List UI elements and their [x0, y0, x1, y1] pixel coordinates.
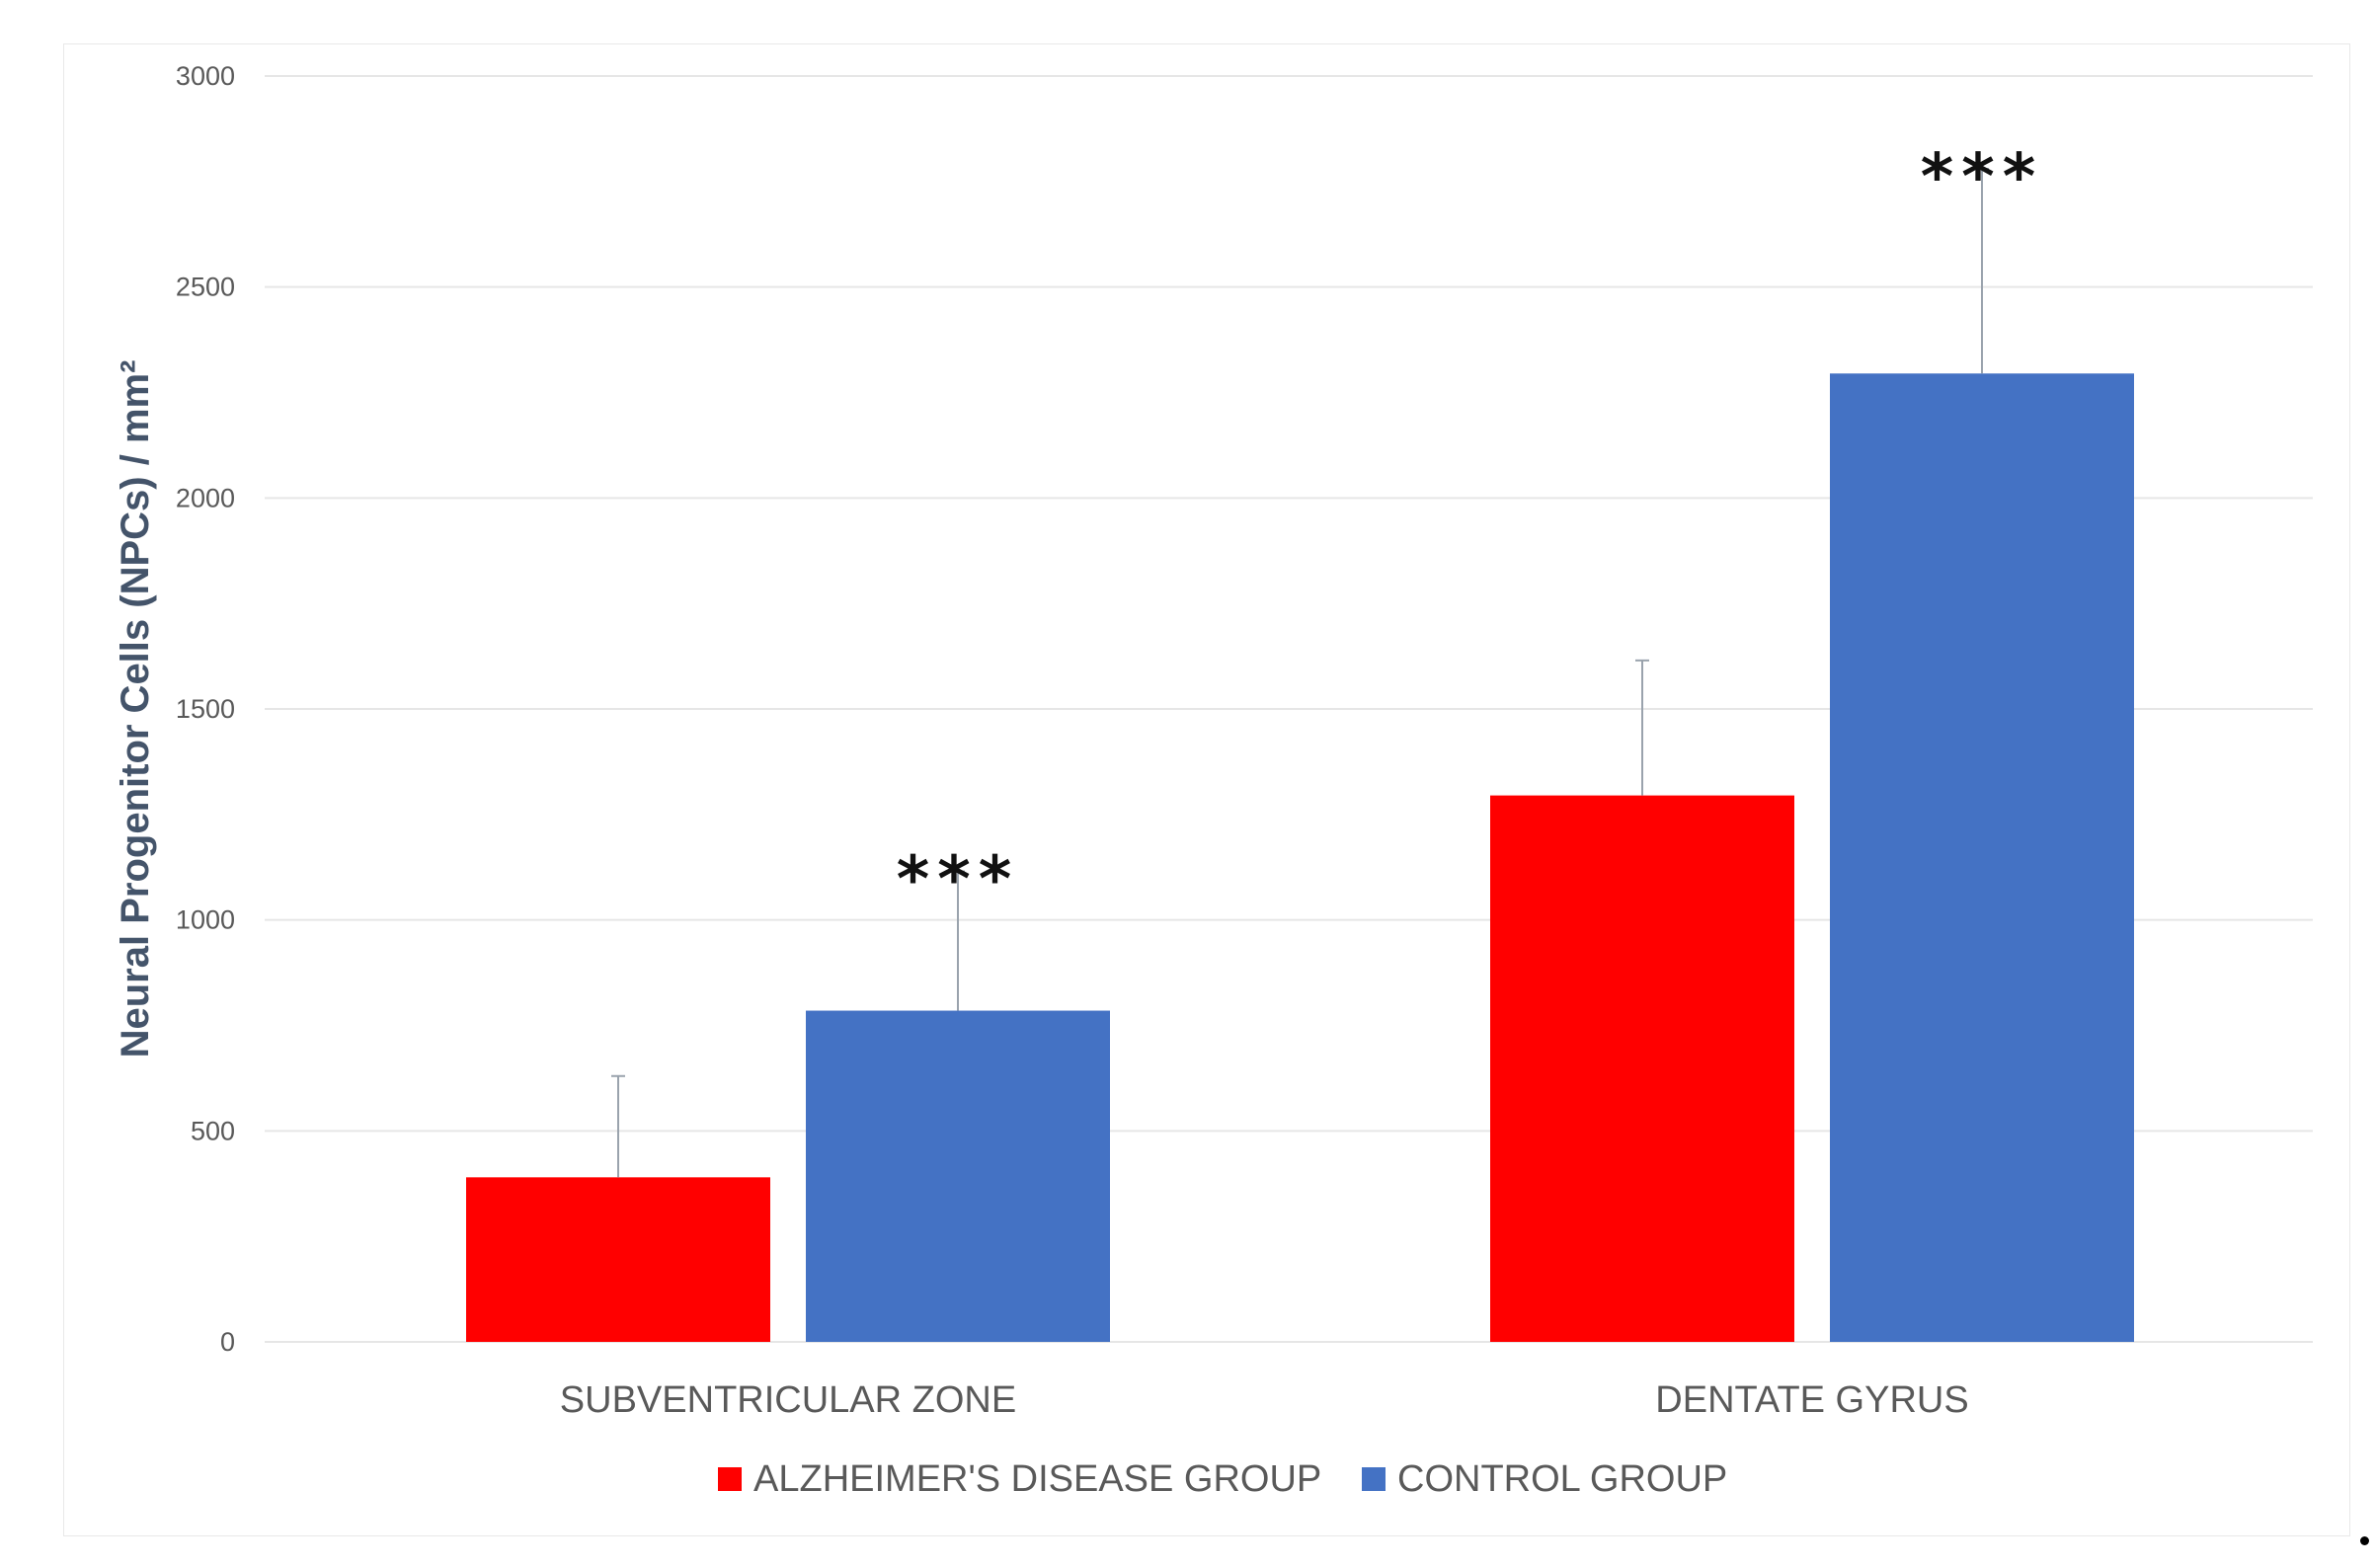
significance-annotation: ***: [1921, 141, 2043, 214]
legend-swatch: [1362, 1467, 1386, 1491]
significance-annotation: ***: [897, 844, 1019, 917]
bar: [806, 1010, 1110, 1342]
y-axis-label: Neural Progenitor Cells (NPCs) / mm²: [114, 360, 157, 1058]
trailing-dot: [2360, 1536, 2369, 1545]
legend-swatch: [718, 1467, 742, 1491]
y-tick-label: 0: [220, 1327, 235, 1357]
y-tick-label: 500: [191, 1116, 235, 1145]
chart-frame: [63, 43, 2350, 1536]
category-label: SUBVENTRICULAR ZONE: [560, 1379, 1016, 1421]
bar: [466, 1177, 770, 1342]
category-label: DENTATE GYRUS: [1655, 1379, 1968, 1421]
y-tick-label: 2500: [176, 273, 235, 302]
legend-label: ALZHEIMER'S DISEASE GROUP: [753, 1458, 1321, 1500]
y-tick-label: 2000: [176, 483, 235, 512]
y-tick-label: 1500: [176, 694, 235, 724]
bar: [1490, 795, 1794, 1342]
y-tick-label: 1000: [176, 905, 235, 935]
legend-label: CONTROL GROUP: [1397, 1458, 1727, 1500]
y-tick-label: 3000: [176, 61, 235, 91]
bar: [1830, 373, 2134, 1342]
